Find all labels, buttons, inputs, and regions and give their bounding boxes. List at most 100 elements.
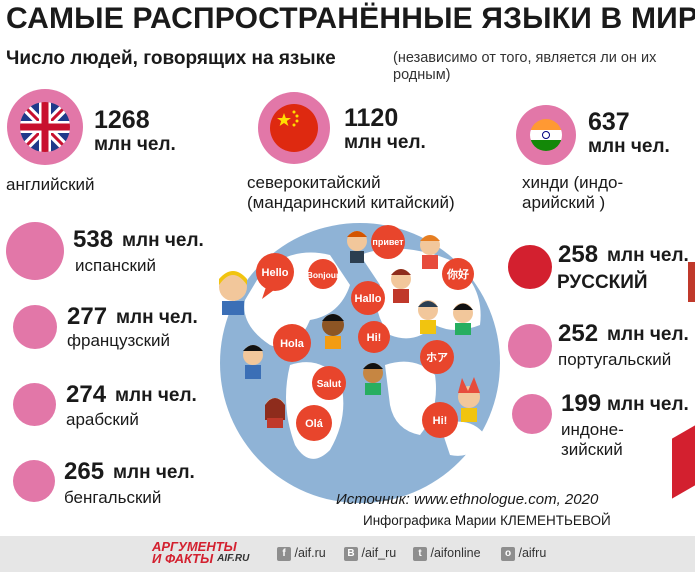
bubble-text: ホア <box>426 351 448 364</box>
character-face-icon <box>322 314 344 349</box>
character-face-icon <box>219 271 247 315</box>
character-face-icon <box>243 345 263 379</box>
portuguese-circle <box>508 324 552 368</box>
portuguese-value: 252 <box>558 320 599 347</box>
indonesian-value: 199 <box>561 390 602 417</box>
portuguese-label: португальский <box>558 350 672 369</box>
chinese-value: 1120 <box>344 104 399 132</box>
indonesian-unit: млн чел. <box>607 394 689 415</box>
spanish-circle <box>6 222 64 280</box>
russian-unit: млн чел. <box>607 245 689 266</box>
logo-site: AIF.RU <box>217 553 250 564</box>
india-flag-icon <box>530 119 562 151</box>
arabic-unit: млн чел. <box>115 385 197 406</box>
logo-line2: И ФАКТЫ <box>152 551 214 566</box>
aif-logo[interactable]: АРГУМЕНТЫ И ФАКТЫ AIF.RU <box>152 539 250 566</box>
french-label: французский <box>67 331 171 350</box>
character-face-icon <box>453 303 473 335</box>
character-face-icon <box>265 398 285 428</box>
odnoklassniki-link-text: /aifru <box>518 546 547 560</box>
spanish-label: испанский <box>75 256 156 275</box>
bengali-label: бенгальский <box>64 488 162 507</box>
character-face-icon <box>347 231 367 263</box>
indonesian-circle <box>512 394 552 434</box>
facebook-link-text: /aif.ru <box>294 546 326 560</box>
russian-circle <box>508 245 552 289</box>
speech-bubble: Salut <box>312 366 346 400</box>
chinese-label-line1: северокитайский <box>247 173 381 192</box>
speech-bubble: Hello <box>256 253 294 299</box>
logo-line1: АРГУМЕНТЫ <box>152 539 237 554</box>
speech-bubble: Hallo <box>351 281 385 315</box>
bubble-text: Hi! <box>367 332 382 344</box>
character-face-icon <box>418 300 438 334</box>
english-label: английский <box>6 175 95 194</box>
speech-bubble: Hi! <box>422 402 458 438</box>
bengali-circle <box>13 460 55 502</box>
indonesian-label-line2: зийский <box>561 440 623 459</box>
arabic-circle <box>13 383 56 426</box>
hindi-unit: млн чел. <box>588 136 670 157</box>
arabic-label: арабский <box>66 410 139 429</box>
source-text: Источник: www.ethnologue.com, 2020 <box>336 491 599 508</box>
bengali-value: 265 <box>64 458 105 485</box>
chinese-label-line2: (мандаринский китайский) <box>247 193 455 212</box>
globe-illustration: Hello Bonjour привет Hallo 你好 Hola Hi! ホ… <box>219 223 500 503</box>
character-face-icon <box>420 235 440 269</box>
bubble-text: Hallo <box>355 293 382 305</box>
portuguese-unit: млн чел. <box>607 324 689 345</box>
speech-bubble: привет <box>371 225 405 259</box>
character-face-icon <box>391 269 411 303</box>
speech-bubble: Olá <box>296 405 332 441</box>
facebook-icon: f <box>277 546 291 561</box>
facebook-link[interactable]: f /aif.ru <box>277 546 326 561</box>
vk-link[interactable]: В /aif_ru <box>344 546 396 561</box>
arabic-value: 274 <box>66 381 107 408</box>
decor-stripe <box>672 425 695 499</box>
subtitle: Число людей, говорящих на языке <box>6 48 336 69</box>
chinese-unit: млн чел. <box>344 132 426 153</box>
page-title: САМЫЕ РАСПРОСТРАНЁННЫЕ ЯЗЫКИ В МИРЕ <box>6 2 695 35</box>
english-unit: млн чел. <box>94 134 176 155</box>
bubble-text: 你好 <box>446 267 469 281</box>
vk-icon: В <box>344 546 358 561</box>
speech-bubble: 你好 <box>442 258 474 290</box>
speech-bubble: Hi! <box>358 321 390 353</box>
decor-stripe <box>688 262 695 302</box>
english-value: 1268 <box>94 106 150 134</box>
spanish-unit: млн чел. <box>122 230 204 251</box>
bubble-text: Olá <box>305 418 324 430</box>
spanish-value: 538 <box>73 226 114 253</box>
vk-link-text: /aif_ru <box>361 546 397 560</box>
bubble-text: привет <box>372 237 404 247</box>
french-unit: млн чел. <box>116 307 198 328</box>
bengali-unit: млн чел. <box>113 462 195 483</box>
speech-bubble: Hola <box>273 324 311 362</box>
subtitle-note: (независимо от того, является ли он их р… <box>393 50 657 83</box>
character-face-icon <box>458 377 480 422</box>
indonesian-label-line1: индоне- <box>561 420 624 439</box>
russian-label: РУССКИЙ <box>557 272 648 293</box>
china-flag-icon <box>270 104 318 152</box>
odnoklassniki-icon: о <box>501 546 515 561</box>
bubble-text: Hi! <box>433 415 448 427</box>
hindi-value: 637 <box>588 108 630 136</box>
character-face-icon <box>363 363 383 395</box>
french-value: 277 <box>67 303 108 330</box>
hindi-label-line1: хинди (индо- <box>522 173 624 192</box>
credit-text: Инфографика Марии КЛЕМЕНТЬЕВОЙ <box>363 513 611 528</box>
bubble-text: Bonjour <box>307 270 340 280</box>
twitter-link[interactable]: t /aifonline <box>413 546 481 561</box>
uk-flag-icon <box>20 102 70 152</box>
french-circle <box>13 305 57 349</box>
russian-value: 258 <box>558 241 599 268</box>
bubble-text: Hello <box>262 267 289 279</box>
hindi-label-line2: арийский ) <box>522 193 606 212</box>
odnoklassniki-link[interactable]: о /aifru <box>501 546 546 561</box>
speech-bubble: ホア <box>420 340 454 374</box>
bubble-text: Hola <box>280 338 305 350</box>
speech-bubble: Bonjour <box>307 259 340 289</box>
twitter-link-text: /aifonline <box>430 546 481 560</box>
bubble-text: Salut <box>317 379 342 390</box>
twitter-icon: t <box>413 546 427 561</box>
